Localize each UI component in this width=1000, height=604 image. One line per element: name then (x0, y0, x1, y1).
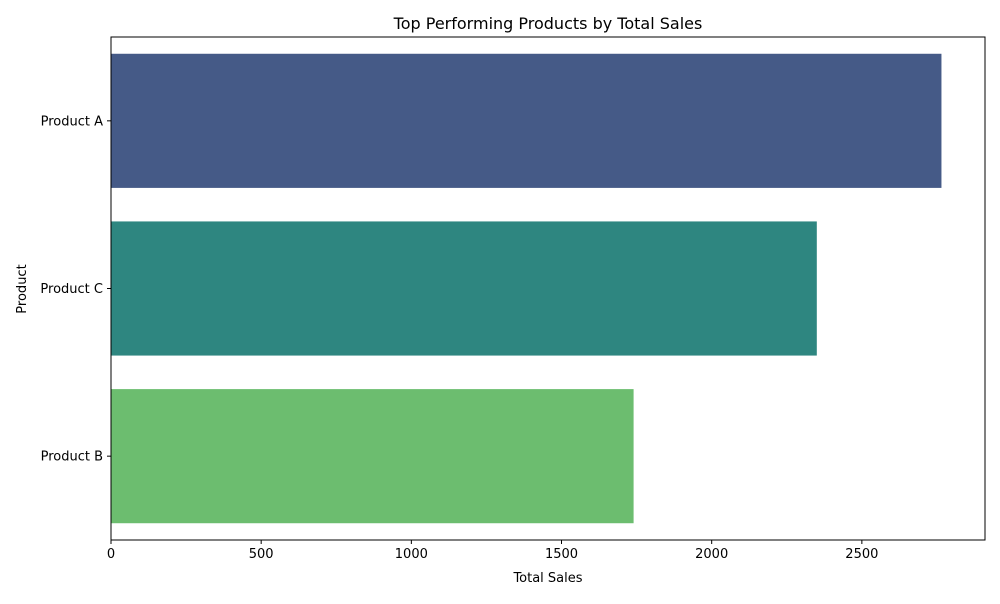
x-tick-label: 2000 (695, 547, 728, 562)
y-axis-ticks: Product A Product C Product B (40, 114, 111, 465)
y-axis-label: Product (15, 264, 30, 313)
y-tick-label: Product B (41, 450, 103, 465)
bars-group (111, 53, 942, 524)
x-tick-label: 500 (249, 547, 274, 562)
x-tick-label: 1500 (545, 547, 578, 562)
x-tick-label: 0 (107, 547, 115, 562)
x-axis-label: Total Sales (512, 571, 582, 586)
plot-frame (110, 36, 986, 541)
bar-product-a (111, 53, 942, 188)
x-axis-ticks: 0 500 1000 1500 2000 2500 (107, 540, 878, 562)
x-tick-label: 1000 (395, 547, 428, 562)
y-tick-label: Product C (40, 282, 103, 297)
bar-product-c (111, 221, 817, 356)
chart-title: Top Performing Products by Total Sales (393, 14, 703, 33)
y-tick-label: Product A (41, 114, 103, 129)
bar-product-b (111, 389, 634, 524)
x-tick-label: 2500 (845, 547, 878, 562)
